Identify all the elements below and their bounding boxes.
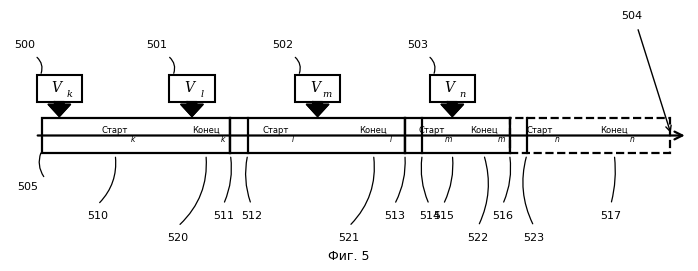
Bar (405, 118, 510, 153)
Text: l: l (200, 90, 203, 99)
Text: 510: 510 (87, 211, 108, 221)
Text: V: V (52, 81, 61, 95)
Text: l: l (389, 135, 392, 144)
Text: V: V (310, 81, 320, 95)
Bar (170, 75, 215, 102)
Text: 511: 511 (213, 211, 234, 221)
Text: Старт: Старт (526, 126, 553, 135)
Text: l: l (292, 135, 295, 144)
Bar (430, 75, 475, 102)
Text: n: n (630, 135, 634, 144)
Polygon shape (181, 104, 203, 117)
Text: 501: 501 (147, 40, 168, 50)
Text: n: n (555, 135, 559, 144)
Text: 500: 500 (14, 40, 35, 50)
Text: m: m (322, 90, 332, 99)
Bar (295, 75, 340, 102)
Text: m: m (498, 135, 505, 144)
Text: Конец: Конец (192, 126, 220, 135)
Polygon shape (441, 104, 463, 117)
Bar (42, 118, 230, 153)
Text: 521: 521 (339, 233, 359, 243)
Bar (54, 102, 64, 104)
Polygon shape (48, 104, 70, 117)
Text: 502: 502 (272, 40, 293, 50)
Text: m: m (445, 135, 452, 144)
Text: Старт: Старт (418, 126, 445, 135)
Text: 504: 504 (621, 11, 642, 21)
Text: k: k (131, 135, 135, 144)
Bar (447, 102, 457, 104)
Text: Фиг. 5: Фиг. 5 (328, 250, 370, 263)
Text: k: k (66, 90, 72, 99)
Text: 520: 520 (168, 233, 188, 243)
Text: 515: 515 (433, 211, 454, 221)
Text: Конец: Конец (359, 126, 387, 135)
Text: k: k (221, 135, 225, 144)
Text: V: V (445, 81, 454, 95)
Text: V: V (184, 81, 194, 95)
Text: 513: 513 (384, 211, 405, 221)
Bar (510, 118, 670, 153)
Text: 517: 517 (600, 211, 621, 221)
Text: Конец: Конец (600, 126, 628, 135)
Bar (313, 102, 322, 104)
Polygon shape (306, 104, 329, 117)
Text: 516: 516 (492, 211, 513, 221)
Text: n: n (459, 90, 465, 99)
Text: 505: 505 (17, 182, 38, 192)
Text: 512: 512 (241, 211, 262, 221)
Text: 522: 522 (468, 233, 489, 243)
Bar (230, 118, 405, 153)
Bar (187, 102, 197, 104)
Text: 514: 514 (419, 211, 440, 221)
Text: 503: 503 (407, 40, 428, 50)
Text: 523: 523 (524, 233, 544, 243)
Text: Старт: Старт (262, 126, 289, 135)
Text: Конец: Конец (470, 126, 498, 135)
Text: Старт: Старт (102, 126, 128, 135)
Bar (37, 75, 82, 102)
